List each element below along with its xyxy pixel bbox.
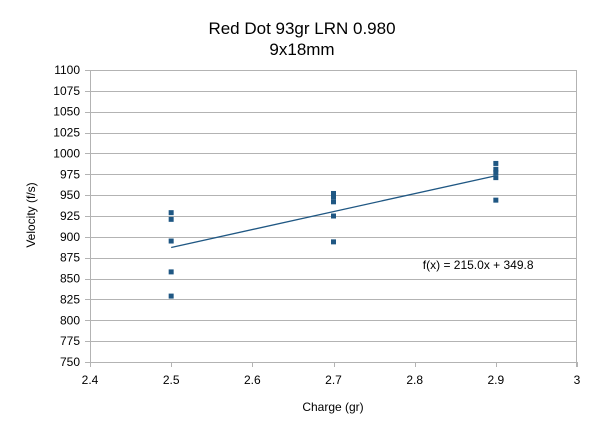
data-point (331, 239, 336, 245)
y-tick-label: 775 (60, 334, 80, 348)
data-point (168, 293, 174, 299)
y-tick-label: 950 (60, 188, 80, 202)
y-tick-label: 975 (60, 167, 80, 181)
data-point (493, 197, 499, 203)
data-point (331, 213, 336, 219)
data-point (493, 170, 499, 176)
data-point (493, 160, 499, 166)
y-tick-label: 875 (60, 251, 80, 265)
data-point (331, 190, 336, 196)
data-point (493, 166, 499, 172)
y-tick-label: 800 (60, 313, 80, 327)
data-point (168, 238, 174, 244)
grid-lines (90, 70, 577, 363)
y-axis-ticks: 750 775 800 825 850 875 900 925 950 975 1000 1025 10… (53, 63, 90, 369)
y-tick-label: 850 (60, 272, 80, 286)
x-tick-label: 2.7 (325, 373, 342, 387)
y-tick-label: 1075 (53, 84, 80, 98)
chart-subtitle: 9x18mm (269, 40, 334, 59)
data-point (331, 194, 336, 200)
trendline-equation: f(x) = 215.0x + 349.8 (423, 258, 534, 272)
x-tick-label: 2.5 (163, 373, 180, 387)
x-tick-label: 2.8 (406, 373, 423, 387)
x-axis-label: Charge (gr) (302, 400, 363, 414)
data-point (168, 216, 174, 222)
data-point (331, 199, 336, 205)
x-tick-label: 2.9 (487, 373, 504, 387)
y-tick-label: 925 (60, 209, 80, 223)
data-point (168, 210, 174, 216)
data-point (493, 175, 499, 181)
x-tick-label: 2.6 (244, 373, 261, 387)
data-points (168, 160, 499, 299)
trendline-group (171, 175, 496, 249)
chart-title: Red Dot 93gr LRN 0.980 (208, 19, 395, 38)
y-tick-label: 825 (60, 292, 80, 306)
x-tick-label: 2.4 (82, 373, 99, 387)
x-tick-label: 3 (574, 373, 581, 387)
y-tick-label: 1100 (54, 63, 80, 77)
annotations: f(x) = 215.0x + 349.8 (423, 258, 534, 272)
y-axis-label: Velocity (f/s) (24, 182, 38, 247)
y-tick-label: 1000 (53, 146, 80, 160)
y-tick-label: 750 (60, 355, 80, 369)
x-axis-ticks: 2.4 2.5 2.6 2.7 2.8 2.9 3 (82, 362, 581, 387)
y-tick-label: 900 (60, 230, 80, 244)
data-point (168, 269, 174, 275)
y-tick-label: 1025 (53, 126, 80, 140)
trendline (171, 175, 496, 249)
y-tick-label: 1050 (53, 105, 80, 119)
